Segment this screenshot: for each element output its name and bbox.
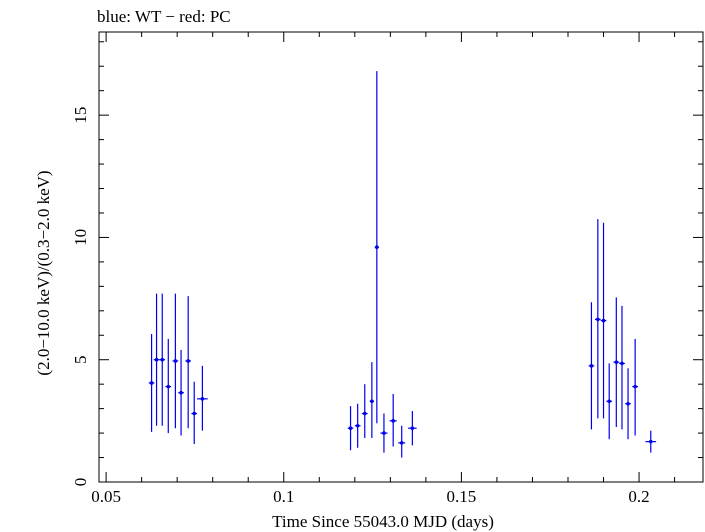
data-point — [374, 71, 379, 424]
point-marker — [192, 411, 197, 416]
data-point — [153, 293, 160, 426]
data-point — [613, 297, 620, 427]
point-marker — [614, 360, 619, 364]
data-point — [408, 411, 417, 446]
point-marker — [362, 411, 367, 416]
data-point — [606, 363, 613, 440]
data-point — [354, 403, 361, 448]
plot-frame — [98, 31, 704, 483]
point-marker — [375, 245, 379, 250]
point-marker — [601, 318, 606, 323]
y-axis-label: (2.0−10.0 keV)/(0.3−2.0 keV) — [34, 170, 53, 375]
data-point — [191, 381, 198, 445]
data-point — [632, 338, 638, 436]
point-marker — [186, 359, 190, 363]
point-marker — [179, 390, 183, 395]
point-marker — [370, 399, 374, 404]
data-point — [148, 334, 155, 432]
data-point — [159, 293, 166, 426]
point-marker — [149, 381, 154, 385]
point-marker — [160, 357, 165, 362]
data-point — [185, 296, 192, 429]
data-point — [389, 393, 397, 447]
data-point — [369, 362, 374, 438]
point-marker — [355, 423, 360, 428]
point-marker — [348, 426, 353, 430]
data-point — [165, 338, 172, 434]
axes: 0.05 0.1 0.15 0.2 0 5 10 15 — [71, 32, 703, 506]
point-marker — [410, 426, 415, 430]
point-marker — [596, 317, 600, 322]
y-tick-label: 0 — [71, 478, 90, 487]
point-marker — [620, 361, 624, 366]
chart-title: blue: WT − red: PC — [97, 7, 231, 26]
data-point — [172, 293, 179, 429]
x-axis-label: Time Since 55043.0 MJD (days) — [272, 512, 494, 531]
y-tick-label: 15 — [71, 107, 90, 124]
data-point — [588, 302, 595, 430]
point-marker — [391, 419, 395, 423]
data-point — [594, 219, 601, 419]
data-points — [148, 71, 657, 458]
x-tick-label: 0.05 — [91, 487, 121, 506]
point-marker — [607, 399, 612, 404]
data-point — [361, 384, 368, 438]
point-marker — [154, 357, 159, 362]
y-tick-label: 10 — [71, 229, 90, 246]
data-point — [625, 368, 631, 440]
point-marker — [200, 397, 205, 401]
x-tick-label: 0.15 — [447, 487, 477, 506]
data-point — [600, 222, 607, 419]
point-marker — [166, 384, 171, 389]
point-marker — [399, 441, 404, 445]
data-point — [380, 413, 388, 453]
data-point — [398, 425, 406, 458]
x-tick-label: 0.1 — [273, 487, 294, 506]
point-marker — [173, 359, 178, 363]
point-marker — [589, 364, 594, 368]
data-point — [645, 430, 657, 453]
x-tick-label: 0.2 — [628, 487, 649, 506]
point-marker — [633, 384, 637, 389]
y-tick-label: 5 — [71, 355, 90, 364]
data-point — [197, 365, 208, 431]
data-point — [178, 349, 184, 436]
point-marker — [626, 401, 630, 406]
point-marker — [382, 431, 386, 435]
data-point — [619, 305, 625, 430]
point-marker — [648, 439, 653, 444]
data-point — [347, 406, 354, 451]
